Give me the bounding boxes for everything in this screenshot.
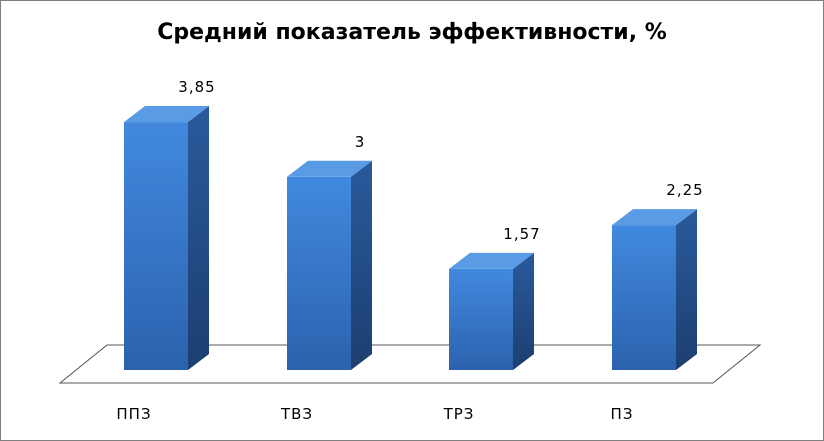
bar-side xyxy=(188,106,209,370)
chart-floor xyxy=(58,344,762,384)
bar-top xyxy=(612,209,697,226)
bar-front xyxy=(124,122,188,370)
bar-front xyxy=(612,225,676,370)
value-label-ТРЗ: 1,57 xyxy=(503,225,540,243)
bar-ТРЗ xyxy=(449,252,534,370)
value-label-ТВЗ: 3 xyxy=(355,133,366,151)
bar-front xyxy=(287,176,351,370)
bar-ПЗ xyxy=(612,209,697,370)
bar-top xyxy=(287,160,372,177)
bar-top xyxy=(449,252,534,269)
bar-ППЗ xyxy=(124,106,209,370)
bar-side xyxy=(351,160,372,370)
value-label-ПЗ: 2,25 xyxy=(666,181,703,199)
category-label-ТВЗ: ТВЗ xyxy=(280,405,313,423)
category-label-ППЗ: ППЗ xyxy=(116,405,151,423)
chart-title: Средний показатель эффективности, % xyxy=(157,20,667,45)
category-label-ПЗ: ПЗ xyxy=(611,405,634,423)
bar-ТВЗ xyxy=(287,160,372,370)
bar-front xyxy=(449,268,513,370)
bar-top xyxy=(124,106,209,123)
value-label-ППЗ: 3,85 xyxy=(178,78,215,96)
category-label-ТРЗ: ТРЗ xyxy=(443,405,475,423)
bar-side xyxy=(513,252,534,370)
bar-side xyxy=(676,209,697,370)
